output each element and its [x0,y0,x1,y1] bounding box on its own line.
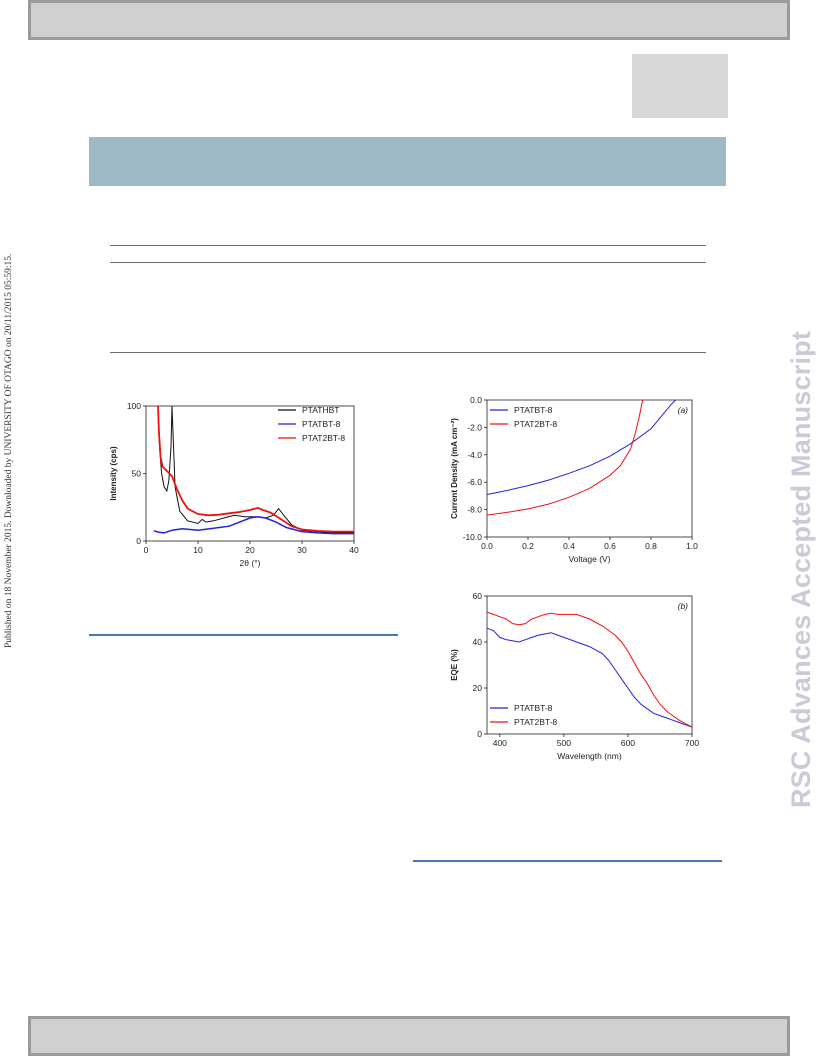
x-tick-label: 20 [245,545,255,555]
x-axis-label: 2θ (°) [240,558,261,568]
x-tick-label: 0.0 [481,541,493,551]
x-tick-label: 10 [193,545,203,555]
figure-caption-rule-left [89,634,398,636]
xrd-chart: 0 10 20 30 40 0 50 100 2θ (°) Intensity (cps) PTAT… [109,401,359,568]
bottom-footer-bar [28,1016,790,1056]
x-tick-label: 0.6 [604,541,616,551]
legend-label: PTATBT-8 [514,703,553,713]
table-rule-header [110,262,706,263]
y-axis-label: Intensity (cps) [109,446,118,501]
y-tick-label: 0.0 [470,395,482,405]
y-tick-label: -2.0 [467,422,482,432]
y-axis-label: Current Density (mA cm⁻²) [450,418,459,519]
figure-caption-rule-right [413,860,722,862]
y-tick-label: 20 [473,683,483,693]
y-tick-label: 50 [132,469,142,479]
jv-chart: 0.0 0.2 0.4 0.6 0.8 1.0 0.0 -2.0 -4.0 -6.0 -8.0 -10… [450,395,698,564]
x-axis-label: Voltage (V) [568,554,610,564]
table-rule-top [110,245,706,246]
series-line-ptathbt [157,405,354,534]
y-tick-label: -8.0 [467,505,482,515]
x-tick-label: 1.0 [686,541,698,551]
table-rule-bottom [110,352,706,353]
y-tick-label: 100 [127,401,141,411]
xrd-chart-group: 0 10 20 30 40 0 50 100 2θ (°) Intensity (cps) PTAT… [109,401,359,568]
y-tick-label: 0 [136,536,141,546]
x-tick-label: 0.8 [645,541,657,551]
y-axis-label: EQE (%) [450,649,459,681]
y-tick-label: -10.0 [463,532,483,542]
x-tick-label: 700 [685,738,699,748]
plot-frame [486,399,693,538]
y-tick-label: 60 [473,591,483,601]
watermark-text: RSC Advances Accepted Manuscript [786,330,816,808]
series-line-ptat2bt-8 [486,611,693,728]
y-tick-label: 40 [473,637,483,647]
series-line-ptatbt-8 [486,399,676,495]
y-tick-label: -6.0 [467,477,482,487]
journal-logo-placeholder [632,54,728,118]
x-tick-label: 40 [349,545,359,555]
title-banner [89,137,726,186]
x-tick-label: 500 [557,738,571,748]
legend-label: PTATBT-8 [302,419,341,429]
x-tick-label: 30 [297,545,307,555]
legend-label: PTAT2BT-8 [302,433,345,443]
series-line-ptat2bt-8 [486,399,644,516]
publication-note: Published on 18 November 2015. Downloade… [4,253,14,648]
x-tick-label: 400 [493,738,507,748]
series-line-ptatbt-8 [486,627,693,728]
panel-label: (b) [678,601,689,611]
legend-label: PTATBT-8 [514,405,553,415]
x-tick-label: 0.4 [563,541,575,551]
x-tick-label: 0 [144,545,149,555]
eqe-chart-group: 400 500 600 700 0 20 40 60 Wavelength (nm) EQE (%… [450,591,699,761]
y-tick-label: -4.0 [467,450,482,460]
legend-label: PTAT2BT-8 [514,717,557,727]
eqe-chart: 400 500 600 700 0 20 40 60 Wavelength (nm) EQE (%… [450,591,699,761]
series-line-ptat2bt-8 [157,405,354,533]
x-tick-label: 0.2 [522,541,534,551]
jv-chart-group: 0.0 0.2 0.4 0.6 0.8 1.0 0.0 -2.0 -4.0 -6.0 -8.0 -10… [450,395,698,564]
x-tick-label: 600 [621,738,635,748]
legend-label: PTAT2BT-8 [514,419,557,429]
panel-label: (a) [678,405,689,415]
y-tick-label: 0 [477,729,482,739]
legend-label: PTATHBT [302,405,339,415]
top-header-bar [28,0,790,40]
plot-frame [486,595,693,735]
x-axis-label: Wavelength (nm) [557,751,622,761]
series-line-ptatbt-8 [153,515,354,535]
